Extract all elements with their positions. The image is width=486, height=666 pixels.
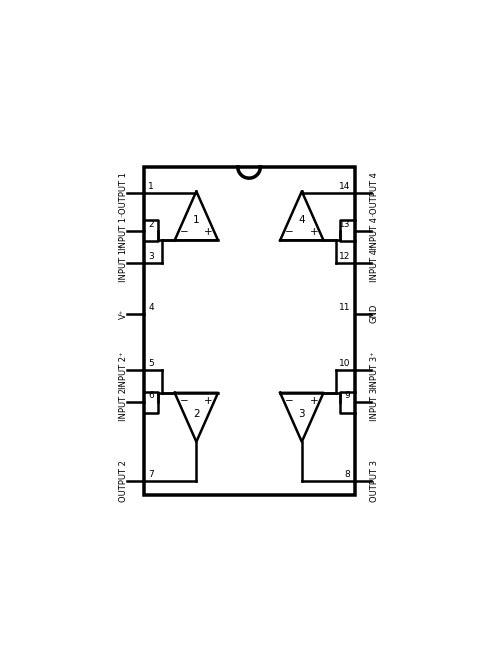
Text: 8: 8 (344, 470, 350, 480)
Text: 3: 3 (298, 408, 305, 418)
Text: 2: 2 (148, 220, 154, 229)
Text: −: − (180, 396, 189, 406)
Text: 4: 4 (298, 214, 305, 224)
Text: 9: 9 (344, 392, 350, 400)
Text: V⁺: V⁺ (119, 308, 128, 319)
Text: OUTPUT 4: OUTPUT 4 (370, 172, 379, 214)
Text: +: + (310, 396, 318, 406)
Text: INPUT 2⁺: INPUT 2⁺ (119, 352, 128, 389)
Text: 2: 2 (193, 408, 200, 418)
Text: OUTPUT 3: OUTPUT 3 (370, 460, 379, 502)
Text: 4: 4 (148, 303, 154, 312)
Text: 3: 3 (148, 252, 154, 261)
Text: OUTPUT 1: OUTPUT 1 (119, 172, 128, 214)
Text: 6: 6 (148, 392, 154, 400)
Text: 11: 11 (339, 303, 350, 312)
Text: 7: 7 (148, 470, 154, 480)
Text: 12: 12 (339, 252, 350, 261)
Text: +: + (310, 227, 318, 237)
Text: INPUT 1⁺: INPUT 1⁺ (119, 244, 128, 282)
Text: 14: 14 (339, 182, 350, 191)
Text: GND: GND (370, 304, 379, 324)
Text: 1: 1 (193, 214, 200, 224)
Text: INPUT 4⁺: INPUT 4⁺ (370, 244, 379, 282)
Text: −: − (285, 227, 294, 237)
Text: −: − (180, 227, 189, 237)
Text: INPUT 3⁺: INPUT 3⁺ (370, 352, 379, 389)
Text: +: + (204, 396, 213, 406)
Text: −: − (285, 396, 294, 406)
Text: INPUT 4⁻: INPUT 4⁻ (370, 212, 379, 250)
Text: OUTPUT 2: OUTPUT 2 (119, 460, 128, 502)
Bar (144, 167, 354, 495)
Text: 10: 10 (339, 360, 350, 368)
Text: +: + (204, 227, 213, 237)
Text: INPUT 2⁻: INPUT 2⁻ (119, 384, 128, 421)
Text: 5: 5 (148, 360, 154, 368)
Text: INPUT 3⁻: INPUT 3⁻ (370, 384, 379, 421)
Text: 13: 13 (339, 220, 350, 229)
Text: 1: 1 (148, 182, 154, 191)
Text: INPUT 1⁻: INPUT 1⁻ (119, 212, 128, 250)
